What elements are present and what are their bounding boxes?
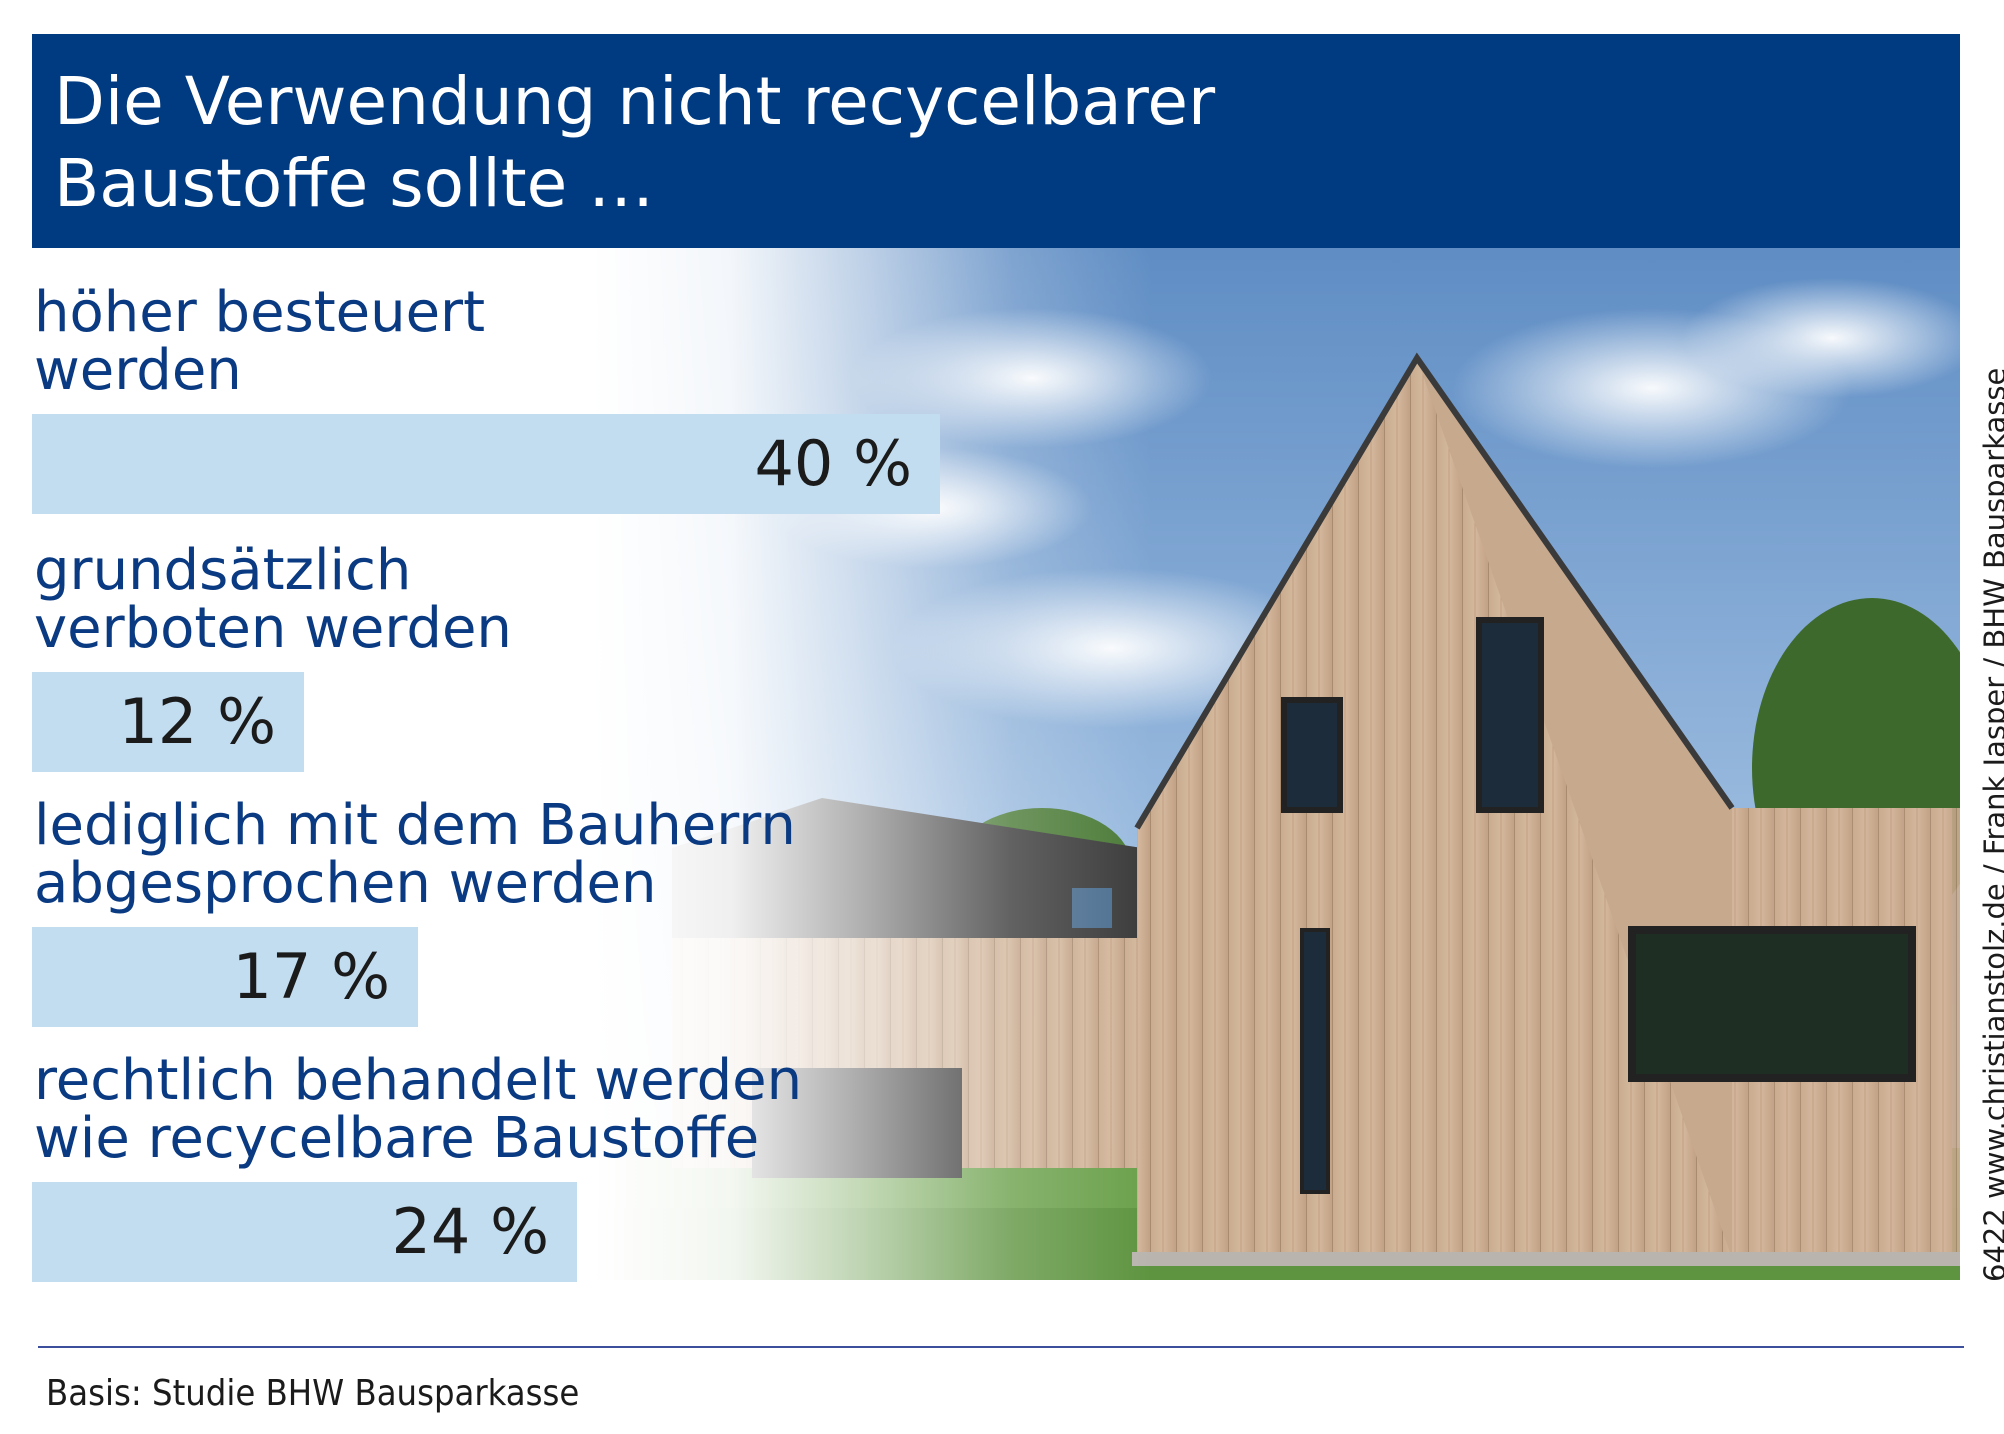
bar-4: 24 % <box>32 1182 577 1282</box>
category-label-1-line-2: werden <box>34 338 242 403</box>
title-line-1: Die Verwendung nicht recycelbarer <box>54 63 1216 140</box>
source-note: Basis: Studie BHW Bausparkasse <box>46 1373 580 1414</box>
bar-value-label-2: 12 % <box>118 685 276 758</box>
bar-3: 17 % <box>32 927 418 1027</box>
category-label-3-line-2: abgesprochen werden <box>34 851 657 916</box>
title-banner: Die Verwendung nicht recycelbarer Bausto… <box>32 34 1960 248</box>
bar-2: 12 % <box>32 672 304 772</box>
category-label-4-line-2: wie recycelbare Baustoffe <box>34 1106 760 1171</box>
photo-credit: 6422 www.christianstolz.de / Frank Jaspe… <box>1978 367 2004 1282</box>
bar-value-label-1: 40 % <box>754 427 912 500</box>
category-label-1-line-1: höher besteuert <box>34 280 486 345</box>
category-label-4-line-1: rechtlich behandelt werden <box>34 1048 803 1113</box>
footer-divider <box>38 1346 1964 1348</box>
category-label-2-line-1: grundsätzlich <box>34 538 412 603</box>
bar-value-label-3: 17 % <box>232 940 390 1013</box>
bar-1: 40 % <box>32 414 940 514</box>
category-label-2-line-2: verboten werden <box>34 596 512 661</box>
bar-value-label-4: 24 % <box>391 1195 549 1268</box>
category-label-3-line-1: lediglich mit dem Bauherrn <box>34 793 796 858</box>
title-line-2: Baustoffe sollte … <box>54 145 655 222</box>
